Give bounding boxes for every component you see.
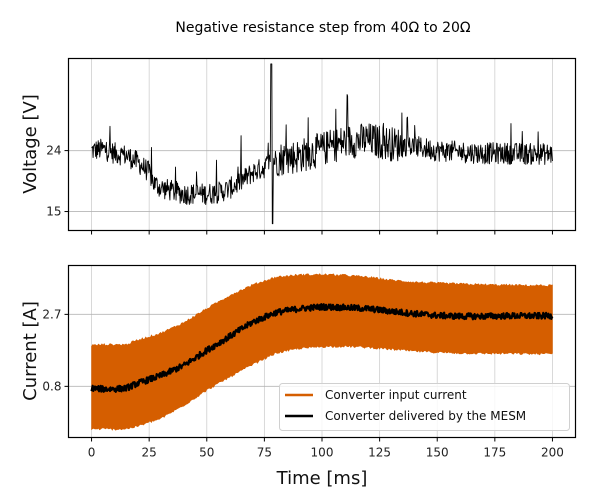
voltage-line: [91, 63, 553, 225]
current-axes: 0 25 50 75 100 125 150 175 200 0.8 2.7 Current [A]…: [20, 264, 577, 489]
voltage-series: [91, 63, 553, 225]
current-ylabel: Current [A]: [20, 301, 41, 401]
current-xtick-label: 200: [541, 446, 564, 460]
mesm-current-line: [90, 303, 554, 393]
chart-title: Negative resistance step from 40Ω to 20Ω: [175, 20, 471, 36]
current-xtick-label: 100: [311, 446, 334, 460]
current-xtick-label: 175: [483, 446, 506, 460]
legend-box: [279, 383, 570, 431]
current-xtick-label: 75: [257, 446, 272, 460]
time-xlabel: Time [ms]: [276, 468, 368, 489]
current-xtick-label: 25: [142, 446, 157, 460]
input-current-band: [91, 273, 553, 431]
legend-label-mesm-current: Converter delivered by the MESM: [325, 409, 526, 423]
legend: Converter input current Converter delive…: [279, 383, 570, 431]
voltage-ylabel: Voltage [V]: [20, 94, 41, 194]
current-ytick-label: 0.8: [42, 379, 61, 393]
current-xtick-label: 125: [368, 446, 391, 460]
current-xtick-label: 150: [426, 446, 449, 460]
current-xtick-label: 0: [88, 446, 96, 460]
current-xtick-label: 50: [199, 446, 214, 460]
voltage-ytick-label: 15: [46, 205, 61, 219]
voltage-ytick-label: 24: [46, 144, 61, 158]
legend-label-input-current: Converter input current: [325, 388, 467, 402]
current-ytick-label: 2.7: [42, 307, 61, 321]
current-series: [90, 273, 554, 431]
current-ticks: 0 25 50 75 100 125 150 175 200 0.8 2.7: [42, 307, 564, 459]
